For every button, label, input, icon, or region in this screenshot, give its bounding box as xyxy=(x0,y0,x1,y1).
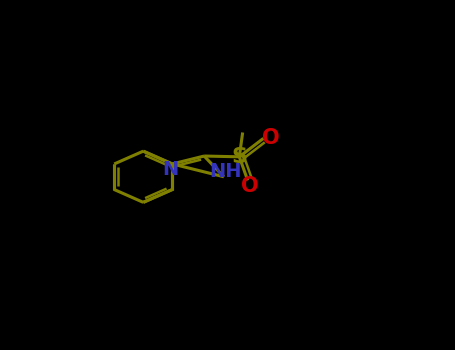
Text: O: O xyxy=(241,176,258,196)
Text: O: O xyxy=(263,128,280,148)
Text: S: S xyxy=(231,147,248,167)
Text: N: N xyxy=(162,160,179,179)
Text: NH: NH xyxy=(209,162,242,181)
